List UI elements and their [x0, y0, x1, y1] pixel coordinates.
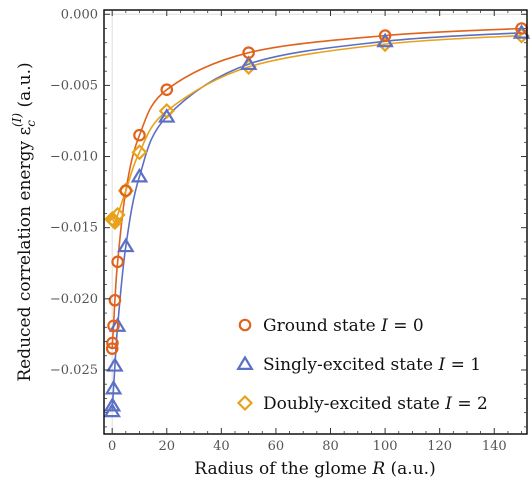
data-point-series-2: [109, 206, 126, 223]
x-axis-label-variable: R: [371, 459, 385, 479]
x-tick-label: 100: [373, 439, 398, 454]
data-point-series-0: [133, 128, 146, 142]
data-point-series-0: [242, 46, 255, 59]
legend-label-value: = 0: [388, 316, 424, 336]
legend-label-series-2: Doubly-excited state I = 2: [263, 394, 488, 414]
y-tick-label: −0.025: [50, 363, 98, 378]
data-point-series-1: [130, 167, 149, 183]
legend-marker-series-2: [236, 394, 254, 412]
data-point-series-1: [106, 357, 124, 372]
y-axis-label: Reduced correlation energy εc(I) (a.u.): [10, 62, 38, 381]
legend-label-variable: I: [437, 355, 445, 375]
data-point-series-1: [103, 396, 122, 412]
legend-marker-series-1: [236, 355, 254, 370]
fit-curve-series-1: [111, 31, 522, 412]
legend: Ground state I = 0 Singly-excited state I…: [236, 316, 488, 414]
y-tick-label: −0.015: [50, 221, 98, 236]
y-tick-label: −0.010: [50, 150, 98, 165]
data-point-series-0: [108, 293, 122, 307]
data-point-series-2: [131, 144, 148, 161]
legend-label-text: Ground state: [263, 316, 381, 336]
data-point-series-0: [111, 255, 124, 269]
fit-curve-series-2: [111, 34, 522, 224]
x-tick-label: 140: [482, 439, 507, 454]
axis-ticks: 0 20 40 60 80 100 120 140 0.000 −0.005 −0.010 −0.01…: [50, 7, 527, 454]
plot-frame: [103, 9, 528, 435]
y-axis-label-superscript: (I): [10, 113, 24, 127]
y-tick-label: −0.020: [50, 292, 98, 307]
x-tick-label: 120: [427, 439, 452, 454]
data-point-series-1: [117, 237, 135, 253]
legend-label-value: = 1: [445, 355, 481, 375]
legend-label-variable: I: [444, 394, 452, 414]
legend-marker-series-0: [238, 318, 252, 332]
data-markers: [103, 22, 530, 418]
y-axis-label-text: Reduced correlation energy ε: [15, 127, 35, 382]
data-point-series-0: [378, 29, 392, 42]
legend-label-value: = 2: [452, 394, 488, 414]
data-point-series-0: [119, 184, 133, 197]
legend-label-series-1: Singly-excited state I = 1: [263, 355, 481, 375]
x-tick-label: 60: [268, 439, 285, 454]
data-point-series-1: [239, 55, 258, 71]
data-point-series-0: [106, 336, 119, 350]
x-axis-label-text: Radius of the glome: [194, 459, 372, 479]
legend-label-text: Doubly-excited state: [263, 394, 445, 414]
y-axis-label-unit: (a.u.): [15, 62, 35, 113]
x-axis-label-unit: (a.u.): [385, 459, 436, 479]
data-point-series-0: [105, 342, 119, 355]
legend-label-text: Singly-excited state: [263, 355, 438, 375]
x-tick-label: 40: [213, 439, 230, 454]
legend-label-variable: I: [380, 316, 388, 336]
y-tick-label: −0.005: [50, 78, 98, 93]
legend-label-series-0: Ground state I = 0: [263, 316, 424, 336]
x-tick-label: 0: [108, 439, 116, 454]
data-point-series-1: [108, 317, 127, 332]
data-point-series-0: [107, 319, 120, 333]
x-tick-label: 20: [158, 439, 175, 454]
data-point-series-1: [104, 379, 123, 395]
data-point-series-1: [157, 108, 176, 123]
x-tick-label: 80: [322, 439, 339, 454]
x-axis-label: Radius of the glome R (a.u.): [194, 459, 435, 479]
y-tick-label: 0.000: [61, 7, 98, 22]
y-axis-label-subscript: c: [24, 120, 38, 127]
data-point-series-0: [160, 83, 174, 96]
data-point-series-2: [158, 102, 175, 120]
